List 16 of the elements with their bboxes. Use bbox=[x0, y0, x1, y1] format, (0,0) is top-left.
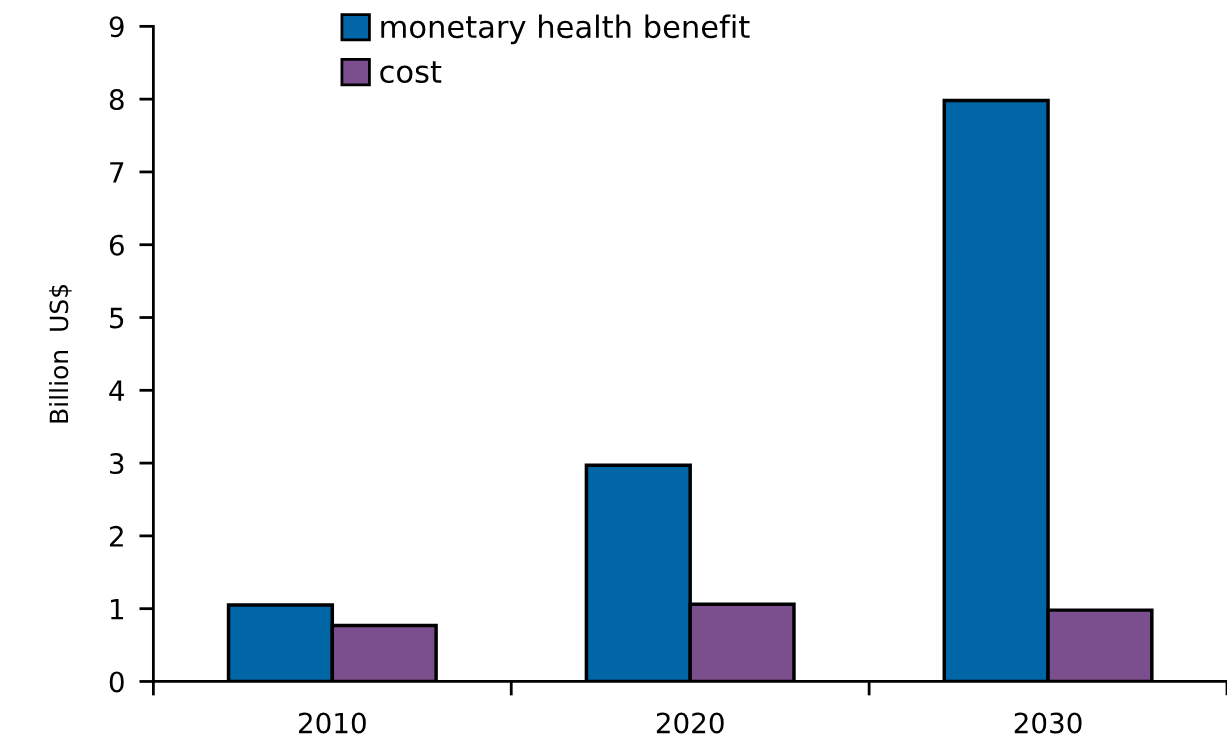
y-axis-title: Billion US$ bbox=[49, 284, 72, 423]
x-tick-label: 2010 bbox=[299, 712, 366, 734]
y-tick-label: 6 bbox=[109, 234, 124, 256]
y-tick-label: 8 bbox=[109, 89, 124, 111]
y-tick-label: 4 bbox=[109, 380, 125, 401]
legend-label: monetary health benefit bbox=[381, 14, 750, 45]
x-tick-label: 2030 bbox=[1014, 712, 1082, 734]
legend-label: cost bbox=[380, 61, 442, 84]
y-tick-label: 0 bbox=[109, 671, 124, 693]
y-tick-label: 1 bbox=[110, 598, 124, 620]
x-tick-label: 2020 bbox=[656, 712, 724, 734]
y-tick-label: 7 bbox=[110, 162, 124, 183]
y-tick-label: 3 bbox=[110, 453, 124, 475]
y-tick-label: 5 bbox=[110, 307, 124, 329]
y-tick-label: 2 bbox=[109, 525, 123, 547]
y-tick-label: 9 bbox=[109, 16, 124, 38]
